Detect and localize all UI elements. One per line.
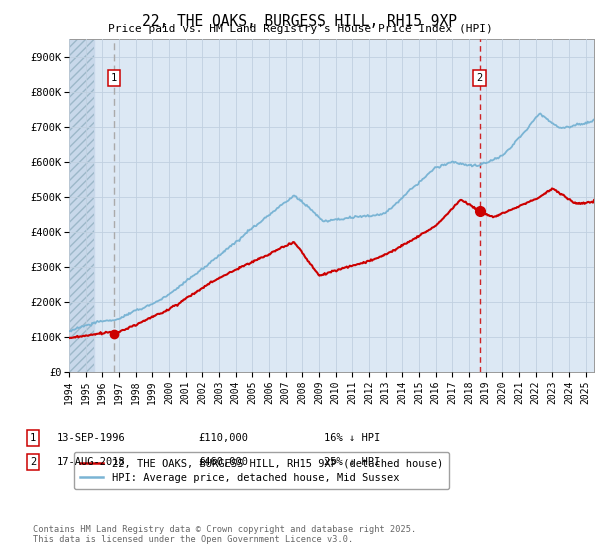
Text: 2: 2	[476, 73, 482, 83]
Text: 25% ↓ HPI: 25% ↓ HPI	[324, 457, 380, 467]
Text: 1: 1	[111, 73, 117, 83]
Text: Contains HM Land Registry data © Crown copyright and database right 2025.
This d: Contains HM Land Registry data © Crown c…	[33, 525, 416, 544]
Text: 1: 1	[30, 433, 36, 443]
Text: Price paid vs. HM Land Registry's House Price Index (HPI): Price paid vs. HM Land Registry's House …	[107, 24, 493, 34]
Text: 16% ↓ HPI: 16% ↓ HPI	[324, 433, 380, 443]
Text: £110,000: £110,000	[198, 433, 248, 443]
Text: 2: 2	[30, 457, 36, 467]
Bar	[69, 39, 94, 372]
Text: 17-AUG-2018: 17-AUG-2018	[57, 457, 126, 467]
Text: £460,000: £460,000	[198, 457, 248, 467]
Text: 13-SEP-1996: 13-SEP-1996	[57, 433, 126, 443]
Text: 22, THE OAKS, BURGESS HILL, RH15 9XP: 22, THE OAKS, BURGESS HILL, RH15 9XP	[143, 14, 458, 29]
Legend: 22, THE OAKS, BURGESS HILL, RH15 9XP (detached house), HPI: Average price, detac: 22, THE OAKS, BURGESS HILL, RH15 9XP (de…	[74, 452, 449, 489]
